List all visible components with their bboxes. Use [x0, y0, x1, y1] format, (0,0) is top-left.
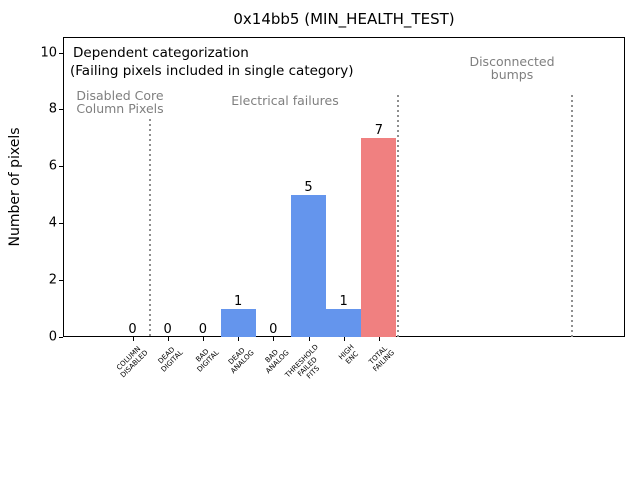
x-tick-label: DEAD DIGITAL	[156, 345, 186, 374]
x-tick-label: THRESHOLD FAILED FITS	[283, 343, 322, 381]
y-tick-label: 0	[48, 329, 57, 344]
y-tick	[59, 52, 63, 54]
bar-value-label: 1	[339, 293, 348, 309]
y-tick-label: 2	[48, 272, 57, 288]
x-tick	[378, 337, 380, 341]
y-tick-label: 6	[48, 158, 57, 174]
chart-title: 0x14bb5 (MIN_HEALTH_TEST)	[233, 10, 455, 28]
y-tick	[59, 336, 63, 338]
bar-value-label: 7	[374, 123, 384, 139]
section-label-disconnected-bumps: Disconnected bumps	[469, 54, 555, 82]
bar	[290, 195, 327, 337]
x-tick-label: TOTAL FAILING	[367, 344, 397, 374]
bar-value-label: 1	[233, 293, 243, 309]
bar	[361, 138, 397, 337]
y-axis-label: Number of pixels	[7, 127, 23, 247]
y-tick	[59, 109, 63, 111]
x-tick	[132, 337, 134, 341]
bar	[326, 308, 362, 337]
x-tick	[202, 337, 204, 341]
y-tick	[59, 222, 63, 224]
x-tick-label: DEAD ANALOG	[226, 346, 256, 376]
y-tick-label: 4	[48, 215, 57, 231]
annotation-dependent-categorization: Dependent categorization	[73, 45, 249, 61]
x-tick	[343, 337, 345, 341]
x-tick	[308, 337, 310, 341]
bar	[220, 308, 256, 337]
section-label-electrical-failures: Electrical failures	[231, 93, 339, 108]
bar-value-label: 0	[198, 322, 208, 337]
section-divider-line	[397, 95, 399, 337]
x-tick-label: BAD DIGITAL	[193, 347, 221, 374]
y-tick-label: 8	[48, 101, 57, 117]
x-tick-label: HIGH ENC	[336, 343, 360, 366]
section-divider-line	[149, 119, 151, 337]
y-tick	[59, 166, 63, 168]
x-tick-label: COLUMN DISABLED	[115, 344, 150, 380]
y-tick-label: 10	[40, 45, 57, 60]
bar-value-label: 0	[128, 322, 137, 337]
y-tick	[59, 279, 63, 281]
bar-value-label: 0	[163, 322, 172, 337]
x-tick	[273, 337, 275, 341]
section-label-disabled-core: Disabled Core Column Pixels	[76, 88, 164, 116]
annotation-failing-pixels-note: (Failing pixels included in single categ…	[70, 63, 354, 79]
x-tick	[167, 337, 169, 341]
plot-area	[63, 37, 625, 337]
bar-value-label: 0	[269, 322, 278, 337]
x-tick	[238, 337, 240, 341]
bar-value-label: 5	[304, 180, 313, 195]
section-divider-line	[571, 95, 573, 337]
